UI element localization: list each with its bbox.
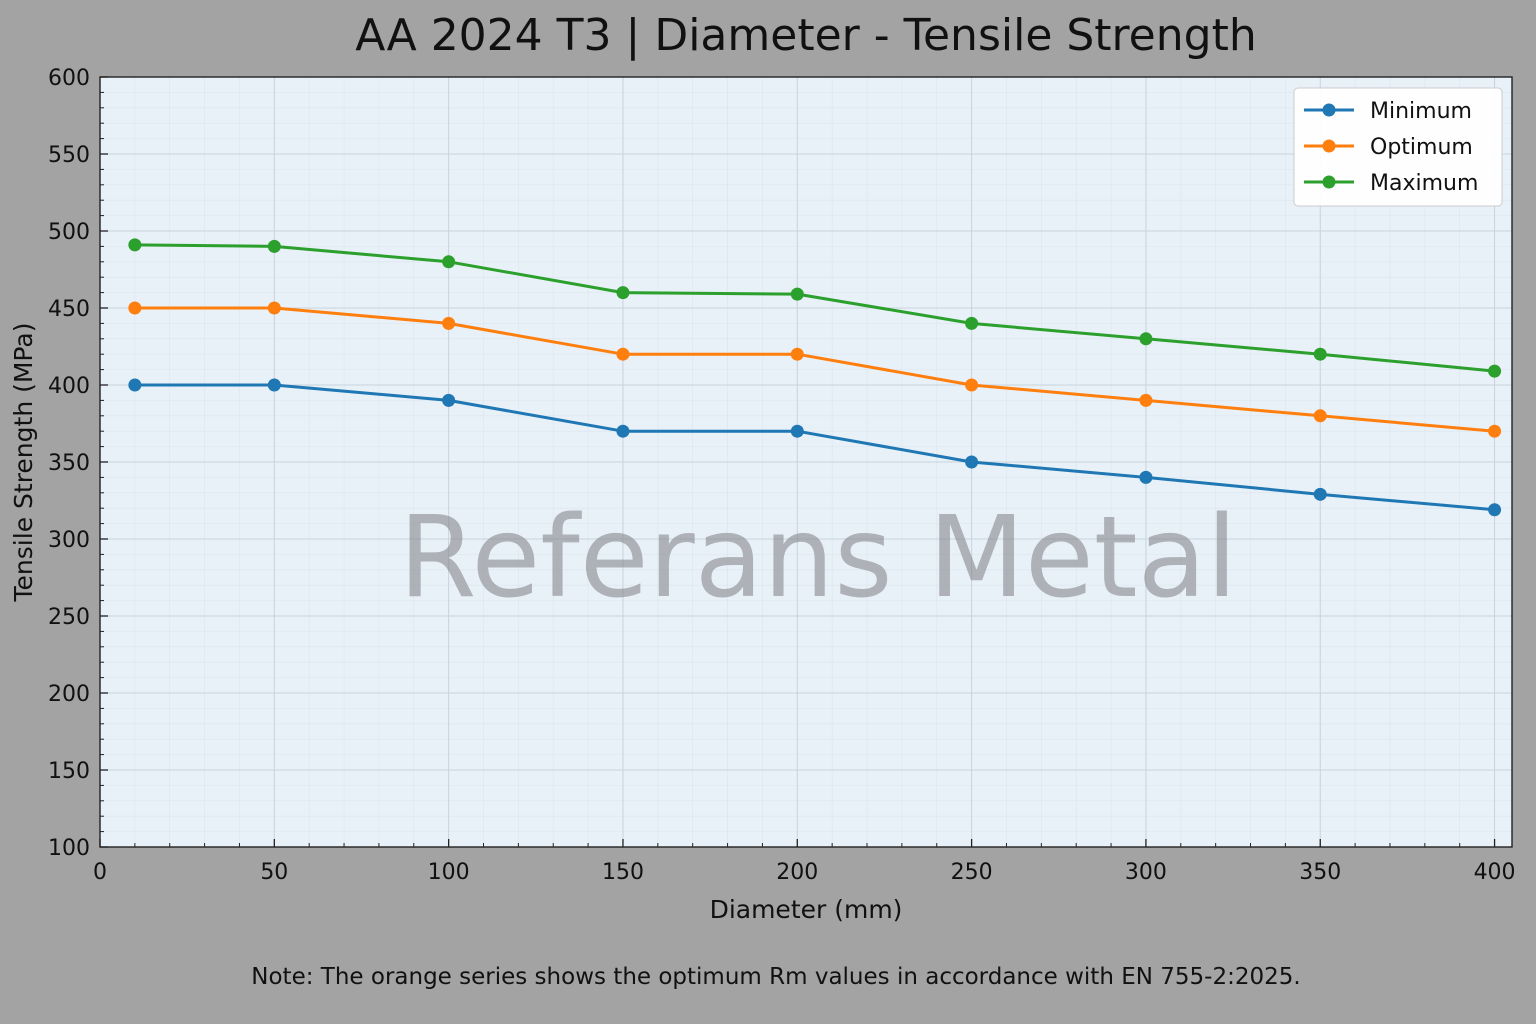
data-point-optimum [1313,409,1327,423]
series-maximum [128,238,1502,378]
ticks: 0 50 100 150 200 250 300 350 400 100 150 200 250 300 3… [48,66,1516,885]
y-tick-label: 200 [48,682,90,707]
y-axis-label: Tensile Strength (MPa) [9,323,38,603]
legend-label-minimum: Minimum [1370,99,1472,124]
data-point-maximum [790,287,804,301]
chart-title: AA 2024 T3 | Diameter - Tensile Strength [355,10,1256,61]
y-tick-label: 250 [48,605,90,630]
x-tick-label: 350 [1299,860,1341,885]
data-point-optimum [1139,393,1153,407]
data-point-maximum [965,316,979,330]
x-tick-label: 300 [1125,860,1167,885]
legend[interactable]: Minimum Optimum Maximum [1293,87,1503,207]
data-point-maximum [1488,364,1502,378]
data-point-optimum [267,301,281,315]
legend-label-maximum: Maximum [1370,171,1478,196]
data-point-minimum [267,378,281,392]
y-tick-label: 550 [48,143,90,168]
x-tick-label: 100 [428,860,470,885]
x-axis-label: Diameter (mm) [710,895,903,924]
y-tick-label: 500 [48,220,90,245]
x-tick-label: 0 [93,860,107,885]
data-point-minimum [442,393,456,407]
y-tick-label: 600 [48,66,90,91]
data-point-minimum [1488,503,1502,517]
data-point-minimum [965,455,979,469]
y-tick-label: 400 [48,374,90,399]
series-optimum [128,301,1502,438]
data-point-maximum [616,286,630,300]
data-point-maximum [267,239,281,253]
legend-item-maximum[interactable]: Maximum [1304,171,1478,196]
data-point-optimum [965,378,979,392]
x-tick-label: 200 [776,860,818,885]
legend-item-optimum[interactable]: Optimum [1304,135,1473,160]
x-tick-label: 150 [602,860,644,885]
data-point-minimum [1313,487,1327,501]
legend-item-minimum[interactable]: Minimum [1304,99,1472,124]
data-point-minimum [128,378,142,392]
x-tick-label: 250 [951,860,993,885]
data-point-maximum [1313,347,1327,361]
legend-marker-minimum [1322,103,1336,117]
watermark-text: Referans Metal [399,493,1238,623]
y-tick-label: 300 [48,528,90,553]
legend-marker-maximum [1322,175,1336,189]
data-point-maximum [442,255,456,269]
data-point-optimum [128,301,142,315]
y-tick-label: 150 [48,759,90,784]
x-tick-label: 50 [260,860,288,885]
data-point-optimum [616,347,630,361]
x-tick-label: 400 [1474,860,1516,885]
data-point-optimum [790,347,804,361]
data-point-optimum [442,316,456,330]
footnote: Note: The orange series shows the optimu… [251,964,1300,990]
y-tick-label: 100 [48,836,90,861]
data-point-optimum [1488,424,1502,438]
data-point-maximum [128,238,142,252]
data-point-minimum [790,424,804,438]
legend-marker-optimum [1322,139,1336,153]
legend-box [1293,87,1503,207]
series-minimum [128,378,1502,517]
data-point-minimum [616,424,630,438]
data-point-minimum [1139,470,1153,484]
data-point-maximum [1139,332,1153,346]
legend-label-optimum: Optimum [1370,135,1473,160]
y-tick-label: 350 [48,451,90,476]
y-tick-label: 450 [48,297,90,322]
series-group [128,238,1502,517]
